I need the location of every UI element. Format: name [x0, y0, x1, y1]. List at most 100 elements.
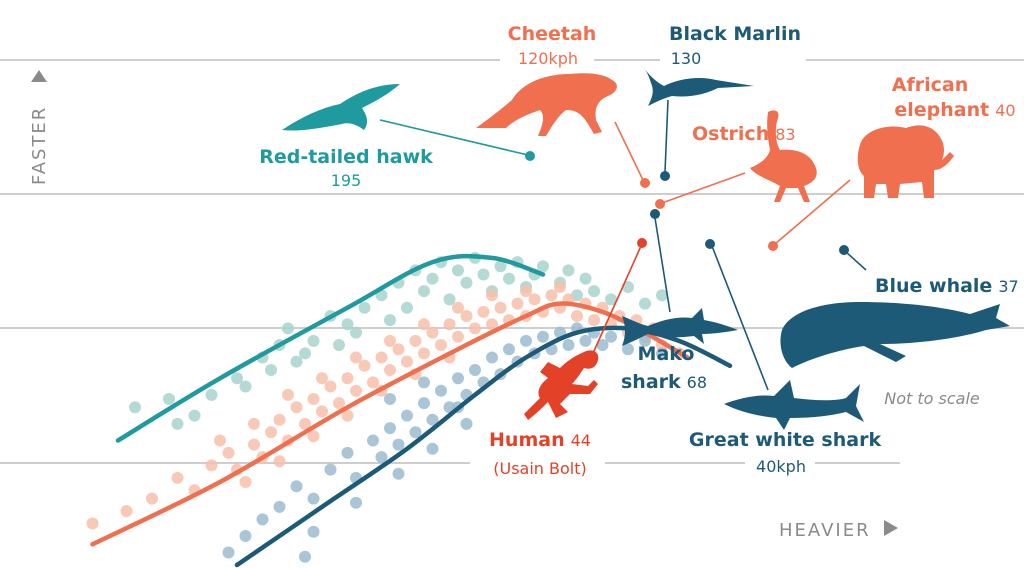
scatter-point — [562, 339, 575, 351]
marlin-value: 130 — [671, 49, 702, 68]
human-label: Human 44 — [489, 429, 591, 451]
scatter-point — [401, 355, 413, 368]
scatter-point — [452, 372, 464, 385]
gws-name: Great white shark — [689, 429, 882, 451]
elephant-name-line1: African — [892, 74, 968, 96]
scatter-point — [375, 351, 388, 364]
sprinter-icon — [524, 350, 599, 420]
hawk-marker — [525, 151, 535, 161]
scatter-point — [562, 264, 575, 277]
hawk-name: Red-tailed hawk — [259, 146, 433, 168]
scatter-point — [622, 343, 634, 356]
ostrich-leader — [661, 172, 746, 204]
scatter-point — [341, 372, 354, 385]
scatter-point — [511, 297, 524, 310]
scatter-point — [426, 326, 439, 339]
human-leader — [589, 245, 642, 361]
mako-name-line1: Mako — [638, 343, 695, 365]
scatter-point — [384, 314, 396, 327]
scatter-point — [545, 289, 558, 302]
scatter-point — [443, 293, 456, 306]
ostrich-icon — [750, 110, 817, 202]
scatter-point — [503, 272, 515, 285]
scatter-point — [418, 347, 430, 360]
scatter-point — [239, 530, 252, 542]
scatter-point — [358, 301, 371, 314]
cheetah-value: 120kph — [518, 49, 578, 68]
scatter-point — [273, 455, 286, 468]
scatter-point — [520, 334, 532, 347]
scatter-point — [579, 272, 592, 285]
scatter-point — [214, 434, 226, 447]
scatter-point — [486, 351, 498, 364]
scatter-point — [358, 359, 371, 372]
cheetah-icon — [476, 73, 617, 136]
ostrich-label: Ostrich 83 — [692, 123, 796, 145]
scatter-point — [571, 310, 583, 322]
marlin-marker — [660, 171, 670, 181]
mako-marker — [650, 209, 660, 219]
scatter-point — [341, 446, 354, 459]
scatter-point — [307, 525, 320, 538]
human-value: 44 — [571, 431, 591, 450]
scatter-point — [290, 480, 303, 493]
scatter-point — [486, 318, 498, 331]
label-black-marlin: Black Marlin 130 — [669, 23, 801, 68]
scatter-point — [426, 442, 439, 455]
scatter-point — [265, 364, 277, 376]
scatter-point — [460, 310, 473, 322]
marlin-leader — [664, 99, 669, 173]
scatter-point — [418, 285, 430, 298]
cheetah-name: Cheetah — [508, 23, 597, 45]
whale-leader — [845, 251, 867, 271]
scatter-point — [409, 334, 422, 347]
scatter-point — [316, 372, 328, 385]
scatter-point — [299, 550, 311, 563]
whale-label: Blue whale 37 — [875, 275, 1019, 297]
scatter-point — [265, 426, 277, 439]
scatter-point — [350, 326, 362, 339]
scatter-point — [596, 339, 609, 351]
elephant-icon — [857, 125, 954, 198]
scatter-point — [435, 339, 447, 351]
leader-lines — [379, 99, 867, 391]
scatter-point — [426, 413, 439, 426]
scatter-point — [639, 297, 651, 310]
scatter-point — [384, 393, 396, 405]
scatter-point — [392, 438, 405, 451]
gws-marker — [705, 239, 715, 249]
scatter-point — [256, 513, 269, 526]
great-white-shark-icon — [724, 380, 864, 430]
scatter-point — [452, 301, 464, 314]
scatter-point — [520, 285, 532, 298]
scatter-point — [401, 409, 413, 422]
scatter-point — [605, 293, 617, 306]
scatter-point — [588, 285, 600, 298]
scatter-point — [622, 281, 634, 293]
gws-value: 40kph — [756, 457, 806, 476]
scatter-point — [350, 351, 362, 364]
scatter-point — [469, 364, 481, 376]
gws-leader — [711, 245, 769, 391]
mako-shark-icon — [622, 308, 738, 346]
label-blue-whale: Blue whale 37 — [875, 275, 1019, 297]
triangle-up-icon — [31, 70, 47, 82]
scatter-point — [656, 289, 668, 302]
hawk-leader — [379, 119, 529, 156]
label-human: Human 44 (Usain Bolt) — [489, 429, 591, 478]
cheetah-marker — [640, 178, 650, 188]
scatter-point — [537, 260, 549, 273]
scatter-point — [503, 343, 515, 356]
trend-curves — [90, 253, 733, 568]
scatter-point — [392, 467, 405, 480]
scatter-point — [205, 459, 218, 472]
scatter-point — [307, 430, 320, 443]
label-ostrich: Ostrich 83 — [692, 123, 796, 145]
triangle-right-icon — [884, 520, 898, 536]
scatter-point — [333, 339, 345, 351]
scatter-point — [367, 434, 379, 447]
scatter-point — [384, 422, 396, 435]
elephant-value: 40 — [995, 101, 1015, 120]
scatter-point — [494, 260, 507, 273]
